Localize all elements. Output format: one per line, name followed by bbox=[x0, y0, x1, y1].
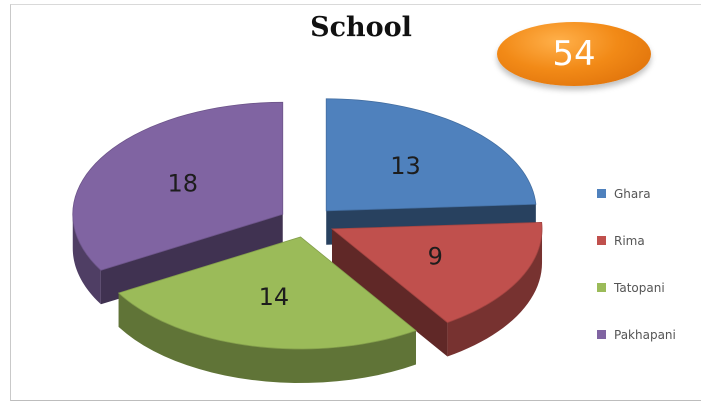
pie-top-ghara bbox=[326, 99, 536, 211]
data-label-ghara: 13 bbox=[390, 152, 421, 180]
legend-label-ghara: Ghara bbox=[614, 187, 651, 201]
legend-swatch-rima bbox=[597, 236, 606, 245]
data-label-pakhapani: 18 bbox=[167, 170, 198, 198]
data-label-tatopani: 14 bbox=[259, 283, 290, 311]
pie-slice-ghara bbox=[326, 99, 536, 245]
legend-label-rima: Rima bbox=[614, 234, 645, 248]
legend-label-pakhapani: Pakhapani bbox=[614, 328, 676, 342]
legend-swatch-tatopani bbox=[597, 283, 606, 292]
legend-swatch-pakhapani bbox=[597, 330, 606, 339]
legend-item-tatopani: Tatopani bbox=[597, 264, 702, 311]
legend-item-rima: Rima bbox=[597, 217, 702, 264]
legend-item-ghara: Ghara bbox=[597, 170, 702, 217]
legend-swatch-ghara bbox=[597, 189, 606, 198]
legend: Ghara Rima Tatopani Pakhapani bbox=[597, 170, 702, 358]
legend-item-pakhapani: Pakhapani bbox=[597, 311, 702, 358]
legend-label-tatopani: Tatopani bbox=[614, 281, 665, 295]
data-label-rima: 9 bbox=[428, 243, 443, 271]
